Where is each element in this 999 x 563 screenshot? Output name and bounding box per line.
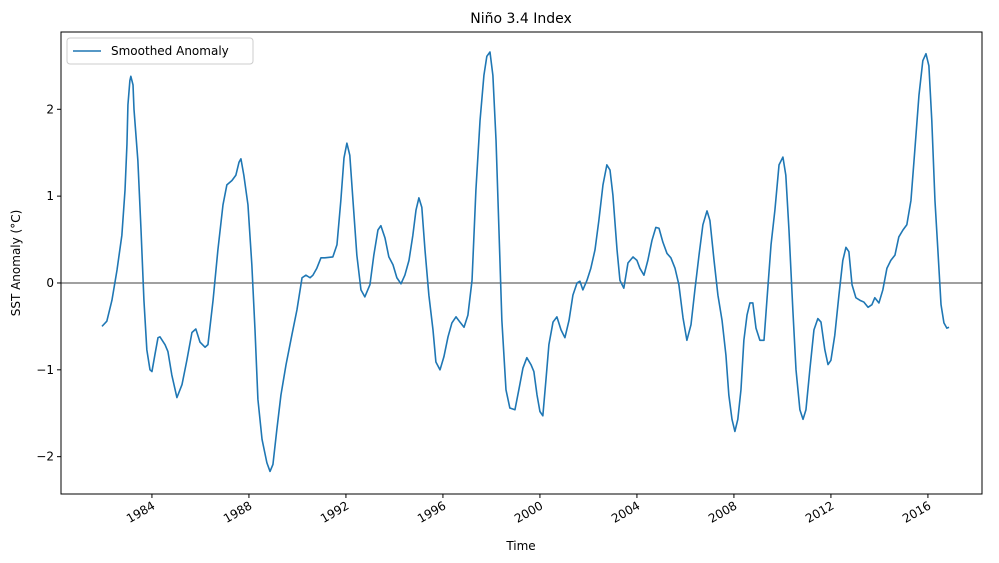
- chart-title: Niño 3.4 Index: [470, 11, 572, 27]
- y-tick-label: 0: [46, 276, 54, 290]
- y-tick-label: −1: [36, 363, 54, 377]
- axes-frame: [60, 31, 983, 495]
- y-axis-label: SST Anomaly (°C): [9, 210, 23, 317]
- legend-box: [66, 37, 254, 65]
- data-line: [101, 51, 950, 473]
- y-tick-label: −2: [36, 450, 54, 464]
- x-axis-label: Time: [505, 539, 535, 553]
- legend-label: Smoothed Anomaly: [111, 44, 229, 58]
- y-tick-label: 1: [46, 189, 54, 203]
- y-tick-label: 2: [46, 102, 54, 116]
